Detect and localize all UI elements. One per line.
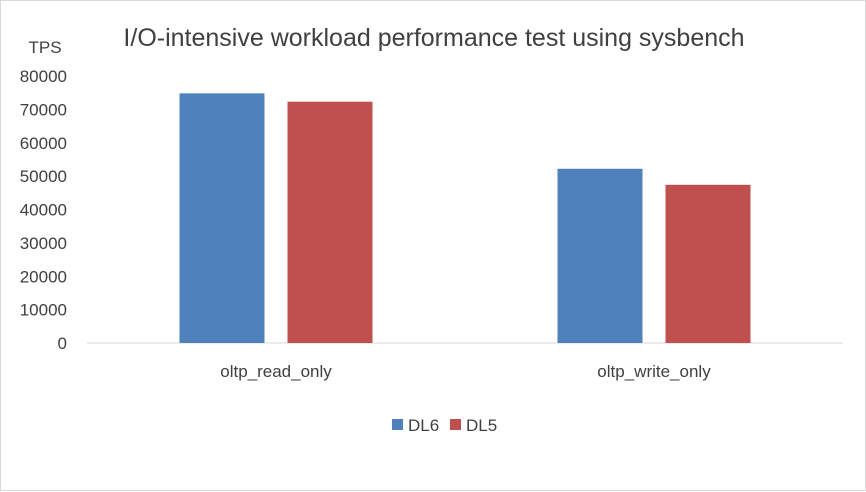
y-tick-label: 10000 [20,301,67,320]
y-tick-label: 20000 [20,267,67,286]
y-tick-label: 40000 [20,201,67,220]
y-tick-label: 30000 [20,234,67,253]
legend-swatch-dl6 [392,419,403,430]
y-tick-label: 60000 [20,134,67,153]
bar-dl6-oltp-write-only [557,168,643,343]
y-tick-label: 80000 [20,67,67,86]
x-category-label: oltp_write_only [597,362,711,381]
legend: DL6 DL5 [392,416,497,435]
chart-title: I/O-intensive workload performance test … [123,24,744,52]
legend-label-dl5: DL5 [466,416,497,435]
legend-label-dl6: DL6 [408,416,439,435]
y-tick-label: 50000 [20,167,67,186]
y-tick-label: 70000 [20,100,67,119]
legend-swatch-dl5 [450,419,461,430]
bar-dl6-oltp-read-only [179,93,265,343]
y-tick-label: 0 [58,334,67,353]
bar-dl5-oltp-read-only [287,101,373,343]
x-axis-categories: oltp_read_only oltp_write_only [220,362,711,381]
bar-dl5-oltp-write-only [665,184,751,343]
x-category-label: oltp_read_only [220,362,332,381]
y-axis-ticks: 0 10000 20000 30000 40000 50000 60000 70000 8000… [20,67,67,353]
bar-series-group [179,93,751,343]
y-axis-unit-label: TPS [28,38,61,57]
